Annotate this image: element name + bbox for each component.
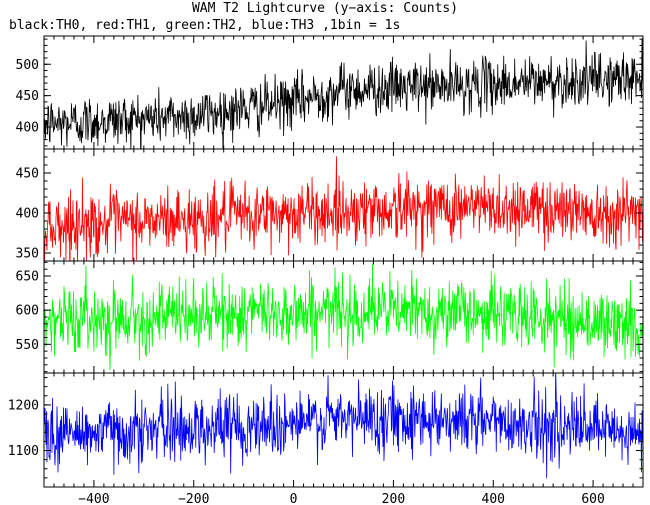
- x-tick-label: 200: [382, 492, 405, 505]
- y-tick-label: 500: [16, 58, 39, 73]
- x-tick-label: 600: [581, 492, 604, 505]
- series-line-th3: [44, 373, 643, 479]
- x-tick-label: 0: [290, 492, 298, 505]
- x-tick-label: −400: [78, 492, 109, 505]
- series-line-th0: [44, 38, 643, 149]
- y-tick-label: 1100: [8, 444, 39, 459]
- y-tick-label: 1200: [8, 398, 39, 413]
- y-tick-label: 650: [16, 270, 39, 285]
- series-line-th1: [44, 156, 643, 261]
- x-tick-label: 400: [482, 492, 505, 505]
- y-tick-label: 550: [16, 338, 39, 353]
- chart-title: WAM T2 Lightcurve (y−axis: Counts): [191, 1, 459, 16]
- y-tick-label: 600: [16, 304, 39, 319]
- x-tick-label: −200: [178, 492, 209, 505]
- y-tick-label: 450: [16, 167, 39, 182]
- y-tick-label: 400: [16, 207, 39, 222]
- series-line-th2: [44, 263, 643, 371]
- y-tick-label: 400: [16, 121, 39, 136]
- y-tick-label: 450: [16, 89, 39, 104]
- chart-subtitle: black:TH0, red:TH1, green:TH2, blue:TH3 …: [9, 18, 401, 33]
- y-tick-label: 350: [16, 247, 39, 262]
